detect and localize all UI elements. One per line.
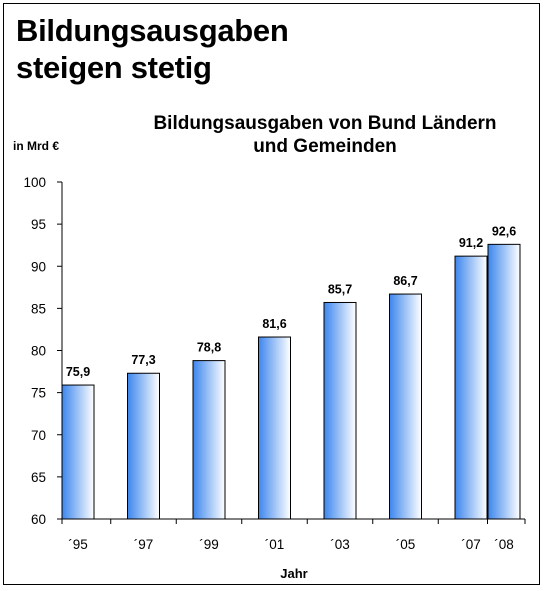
x-tick-label: ´05 <box>396 537 416 552</box>
headline-line-2: steigen stetig <box>16 50 212 85</box>
bar-value-label: 92,6 <box>492 224 516 238</box>
headline: Bildungsausgaben steigen stetig <box>16 12 289 86</box>
chart-title-line-1: Bildungsausgaben von Bund Ländern <box>153 113 497 134</box>
y-tick-label: 80 <box>31 344 46 359</box>
bar <box>454 255 488 520</box>
y-tick-label: 100 <box>23 175 46 190</box>
bar-value-label: 78,8 <box>197 341 221 355</box>
y-tick-label: 70 <box>31 428 46 443</box>
bar <box>258 336 291 520</box>
chart-title-line-2: und Gemeinden <box>253 136 397 157</box>
x-tick-label: ´07 <box>461 537 481 552</box>
y-tick-label: 95 <box>31 217 46 232</box>
chart-title: Bildungsausgaben von Bund Ländern und Ge… <box>115 112 535 158</box>
headline-line-1: Bildungsausgaben <box>16 13 289 48</box>
x-tick-label: ´08 <box>494 537 514 552</box>
x-tick-label: ´99 <box>199 537 219 552</box>
bar-value-label: 81,6 <box>262 317 286 331</box>
y-tick-label: 85 <box>31 301 46 316</box>
y-tick-label: 65 <box>31 470 46 485</box>
x-tick-label: ´95 <box>68 537 88 552</box>
bar <box>127 372 160 520</box>
x-tick-label: ´97 <box>134 537 154 552</box>
x-axis-title: Jahr <box>280 566 307 581</box>
bar-value-label: 91,2 <box>459 236 483 250</box>
bar-value-label: 85,7 <box>328 282 352 296</box>
x-tick-label: ´03 <box>330 537 350 552</box>
y-tick-label: 90 <box>31 259 46 274</box>
bar <box>61 384 95 520</box>
bar <box>389 293 422 520</box>
bar-value-label: 86,7 <box>393 274 417 288</box>
bar-value-label: 75,9 <box>66 365 90 379</box>
bar <box>192 360 226 520</box>
y-tick-label: 60 <box>31 512 46 527</box>
bar <box>323 301 357 520</box>
y-tick-label: 75 <box>31 386 46 401</box>
x-tick-label: ´01 <box>265 537 285 552</box>
bar <box>487 243 521 520</box>
bar-value-label: 77,3 <box>131 353 155 367</box>
y-axis-unit-label: in Mrd € <box>13 139 60 153</box>
